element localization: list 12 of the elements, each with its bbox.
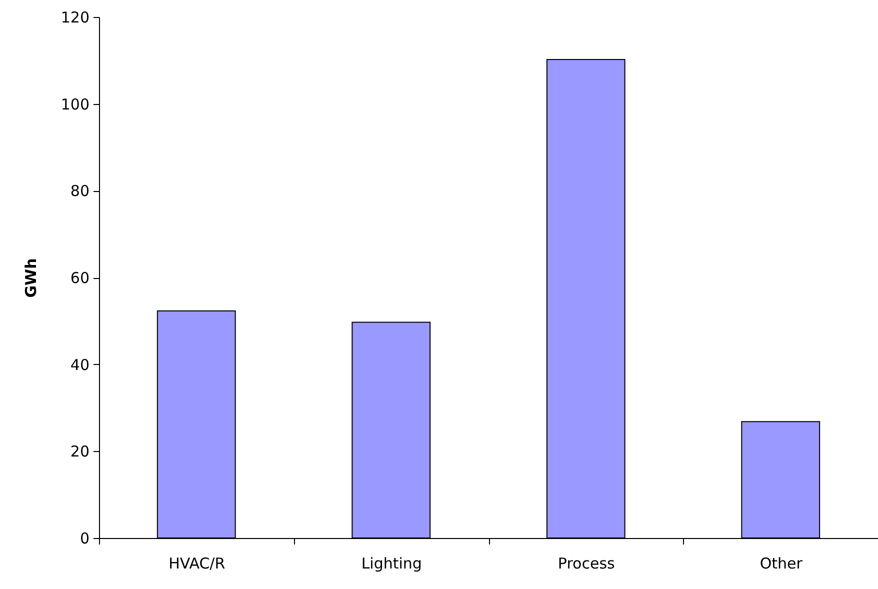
x-tick-label: Other — [760, 554, 804, 572]
y-tick-label: 60 — [70, 269, 90, 287]
y-tick-label: 0 — [80, 530, 90, 548]
y-tick-label: 80 — [70, 182, 90, 200]
x-tick-label: HVAC/R — [168, 554, 226, 572]
y-tick-label: 20 — [70, 442, 90, 461]
y-tick-label: 40 — [70, 356, 90, 374]
x-tick-label: Lighting — [361, 554, 422, 572]
y-tick-label: 100 — [60, 95, 90, 114]
x-tick-label: Process — [558, 554, 616, 572]
y-axis-title: GWh — [22, 258, 40, 298]
y-tick-label: 120 — [60, 8, 90, 26]
